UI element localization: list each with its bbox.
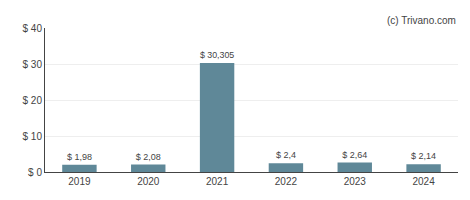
svg-text:$ 2,64: $ 2,64 <box>342 150 367 160</box>
svg-text:$ 1,98: $ 1,98 <box>67 152 92 162</box>
svg-text:2019: 2019 <box>68 176 91 187</box>
svg-text:$ 2,14: $ 2,14 <box>411 151 436 161</box>
svg-text:2023: 2023 <box>344 176 367 187</box>
svg-text:$ 10: $ 10 <box>23 131 43 142</box>
svg-text:$ 30,305: $ 30,305 <box>200 50 234 60</box>
svg-text:$ 40: $ 40 <box>23 23 43 34</box>
svg-text:2024: 2024 <box>412 176 435 187</box>
svg-text:$ 20: $ 20 <box>23 95 43 106</box>
svg-text:2021: 2021 <box>206 176 229 187</box>
svg-text:2022: 2022 <box>275 176 298 187</box>
svg-text:$ 30: $ 30 <box>23 59 43 70</box>
svg-text:2020: 2020 <box>137 176 160 187</box>
svg-text:$ 0: $ 0 <box>28 167 42 178</box>
svg-text:$ 2,08: $ 2,08 <box>136 152 161 162</box>
svg-text:$ 2,4: $ 2,4 <box>276 150 296 160</box>
svg-text:(c) Trivano.com: (c) Trivano.com <box>387 15 456 26</box>
